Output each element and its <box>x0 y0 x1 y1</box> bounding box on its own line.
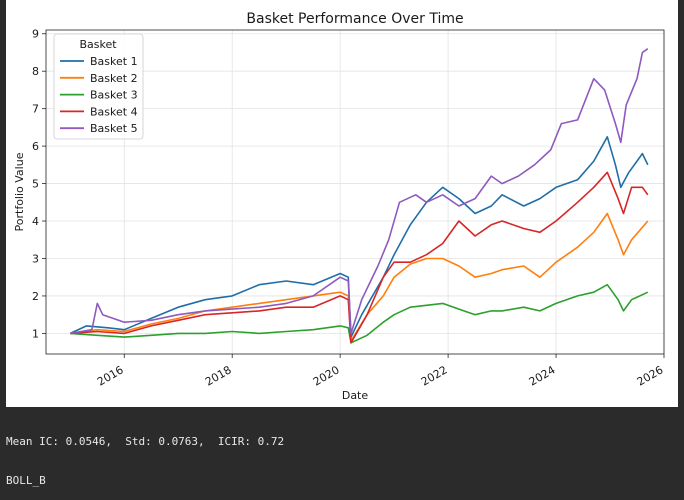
y-tick-label: 8 <box>32 65 39 78</box>
y-tick-label: 3 <box>32 252 39 265</box>
x-tick-label: 2022 <box>419 363 450 388</box>
x-tick-label: 2018 <box>203 363 234 388</box>
series-line-basket-5 <box>70 48 649 335</box>
x-tick-label: 2020 <box>311 363 342 388</box>
legend-label-basket-1: Basket 1 <box>90 55 138 68</box>
series-layer <box>69 48 649 344</box>
legend-entries: Basket 1 Basket 2 Basket 3 Basket 4 Basket 5 <box>60 55 138 135</box>
legend-label-basket-2: Basket 2 <box>90 72 138 85</box>
y-tick-label: 9 <box>32 28 39 41</box>
chart-svg: Basket Performance Over Time 1 2 3 4 5 6 7 8 9 2… <box>13 11 666 402</box>
y-tick-label: 1 <box>32 327 39 340</box>
chart-title: Basket Performance Over Time <box>246 11 463 27</box>
chart-figure: Basket Performance Over Time 1 2 3 4 5 6 7 8 9 2… <box>6 0 678 407</box>
series-line-basket-4 <box>70 171 649 344</box>
legend-label-basket-4: Basket 4 <box>90 105 138 118</box>
x-tick-label: 2024 <box>527 363 558 388</box>
legend-label-basket-5: Basket 5 <box>90 122 138 135</box>
series-line-basket-1 <box>69 136 649 338</box>
y-tick-label: 6 <box>32 140 39 153</box>
x-tick-label: 2016 <box>95 363 126 388</box>
console-line-factor: BOLL_B <box>6 474 46 487</box>
y-axis-label: Portfolio Value <box>13 152 26 231</box>
y-tick-label: 5 <box>32 178 39 191</box>
y-axis-ticks: 1 2 3 4 5 6 7 8 9 <box>32 28 46 340</box>
legend-label-basket-3: Basket 3 <box>90 89 138 102</box>
x-axis-ticks: 2016 2018 2020 2022 2024 2026 <box>95 354 666 389</box>
x-axis-label: Date <box>342 389 369 402</box>
y-tick-label: 2 <box>32 290 39 303</box>
plot-frame <box>45 29 665 355</box>
y-tick-label: 4 <box>32 215 39 228</box>
console-output: Mean IC: 0.0546, Std: 0.0763, ICIR: 0.72… <box>6 409 678 500</box>
series-line-basket-3 <box>70 283 649 344</box>
x-tick-label: 2026 <box>635 363 666 388</box>
y-tick-label: 7 <box>32 103 39 116</box>
legend-title: Basket <box>79 38 117 51</box>
